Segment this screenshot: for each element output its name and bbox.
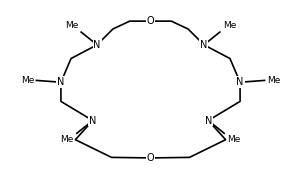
- Text: N: N: [89, 116, 96, 126]
- Text: Me: Me: [227, 135, 240, 144]
- Text: Me: Me: [61, 135, 74, 144]
- Text: O: O: [147, 16, 154, 26]
- Text: Me: Me: [223, 21, 236, 30]
- Text: N: N: [57, 77, 65, 87]
- Text: N: N: [236, 77, 244, 87]
- Text: N: N: [200, 40, 208, 50]
- Text: Me: Me: [65, 21, 78, 30]
- Text: Me: Me: [21, 76, 34, 85]
- Text: Me: Me: [267, 76, 280, 85]
- Text: N: N: [93, 40, 101, 50]
- Text: N: N: [205, 116, 212, 126]
- Text: O: O: [147, 153, 154, 163]
